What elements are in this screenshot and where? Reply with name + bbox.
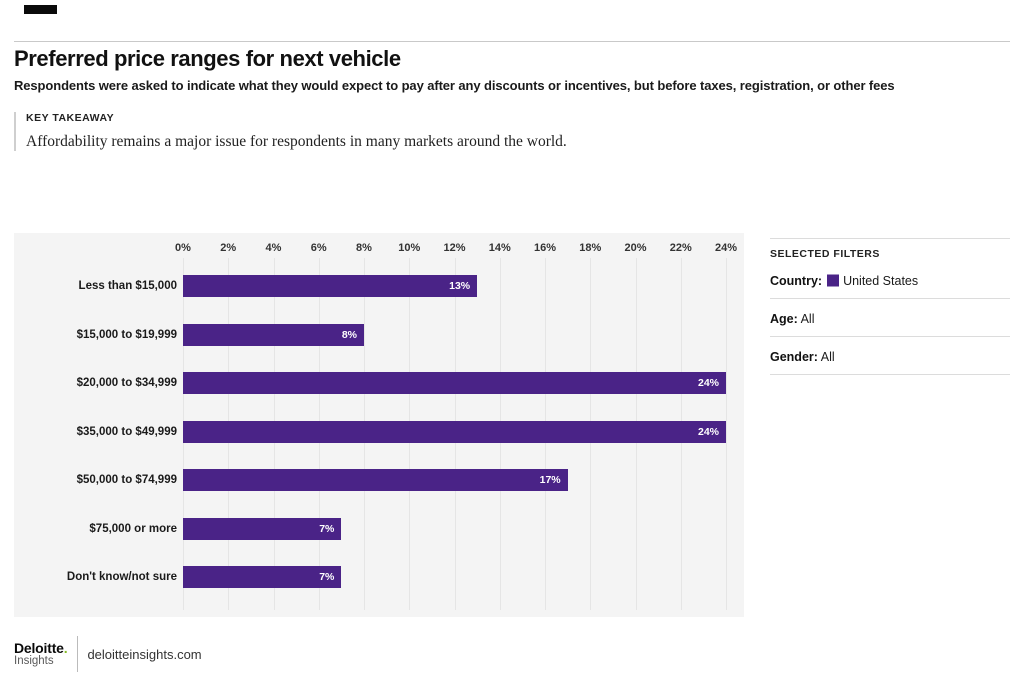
bar-value-label: 7% — [319, 571, 335, 583]
x-axis-tick-label: 14% — [488, 242, 511, 254]
x-axis-tick-label: 24% — [714, 242, 738, 254]
bar[interactable]: 7% — [183, 566, 342, 588]
page-subtitle: Respondents were asked to indicate what … — [14, 78, 895, 93]
selected-filters-panel: SELECTED FILTERS Country: United States Ag… — [770, 238, 1010, 375]
gridline — [726, 258, 727, 610]
filter-color-swatch — [827, 274, 840, 287]
bar[interactable]: 13% — [183, 275, 478, 297]
key-takeaway-label: KEY TAKEAWAY — [26, 112, 115, 124]
bar[interactable]: 7% — [183, 517, 342, 540]
bar[interactable]: 17% — [183, 469, 568, 491]
filter-label: Age: — [770, 312, 798, 326]
filter-value: All — [820, 350, 835, 364]
x-axis-tick-label: 0% — [175, 242, 191, 254]
bar-value-label: 24% — [697, 377, 719, 389]
bar-value-label: 24% — [697, 425, 719, 438]
category-label: Less than $15,000 — [78, 280, 177, 292]
bar-chart: 0% 2% 4% 6% 8% 10% 12% 14% 16% 18% 20% 22% 24% Less t… — [14, 233, 744, 617]
x-axis-tick-label: 18% — [579, 242, 602, 254]
selected-filters-heading: SELECTED FILTERS — [770, 248, 880, 260]
top-left-marker — [24, 5, 57, 14]
category-label: $50,000 to $74,999 — [76, 474, 177, 486]
filter-label: Country: — [770, 274, 823, 288]
x-axis-tick-label: 6% — [310, 242, 327, 254]
bar[interactable]: 8% — [183, 323, 364, 346]
bar-value-label: 7% — [319, 522, 335, 535]
filter-row-age[interactable]: Age: All — [770, 299, 1010, 337]
filter-value: All — [800, 312, 815, 326]
deloitte-insights-logo: Deloitte. Insights — [14, 636, 68, 672]
deloitte-green-dot: . — [63, 639, 68, 656]
filter-value: United States — [843, 274, 919, 288]
bar[interactable]: 24% — [183, 420, 726, 443]
x-axis-tick-label: 22% — [669, 242, 692, 254]
bar-value-label: 13% — [449, 280, 471, 292]
key-takeaway-text: Affordability remains a major issue for … — [26, 133, 567, 150]
category-label: $75,000 or more — [89, 522, 177, 535]
x-axis-tick-label: 4% — [265, 242, 282, 254]
category-label: $15,000 to $19,999 — [76, 328, 177, 341]
x-axis-tick-label: 2% — [220, 242, 237, 254]
category-label: $20,000 to $34,999 — [76, 377, 177, 389]
deloitte-wordmark: Deloitte. — [14, 639, 68, 656]
category-label: $35,000 to $49,999 — [76, 425, 177, 438]
x-axis-tick-label: 20% — [624, 242, 647, 254]
footer: Deloitte. Insights deloitteinsights.com — [14, 636, 202, 672]
key-takeaway-block: KEY TAKEAWAY Affordability remains a maj… — [14, 112, 766, 151]
x-axis-tick-label: 16% — [533, 242, 557, 254]
x-axis-tick-label: 10% — [398, 242, 421, 254]
deloitteinsights-link[interactable]: deloitteinsights.com — [87, 646, 202, 662]
page-title: Preferred price ranges for next vehicle — [14, 46, 401, 71]
header: Preferred price ranges for next vehicle … — [14, 41, 1010, 93]
filter-row-gender[interactable]: Gender: All — [770, 337, 1010, 375]
x-axis-tick-label: 12% — [443, 242, 466, 254]
bar[interactable]: 24% — [183, 372, 726, 394]
filter-row-country[interactable]: Country: United States — [770, 260, 1010, 299]
category-label: Don't know/not sure — [66, 571, 177, 583]
x-axis-tick-label: 8% — [356, 242, 372, 254]
bar-value-label: 17% — [539, 474, 561, 486]
insights-wordmark: Insights — [14, 654, 54, 667]
filter-label: Gender: — [770, 350, 818, 364]
footer-divider — [77, 636, 79, 672]
bar-value-label: 8% — [341, 328, 357, 341]
